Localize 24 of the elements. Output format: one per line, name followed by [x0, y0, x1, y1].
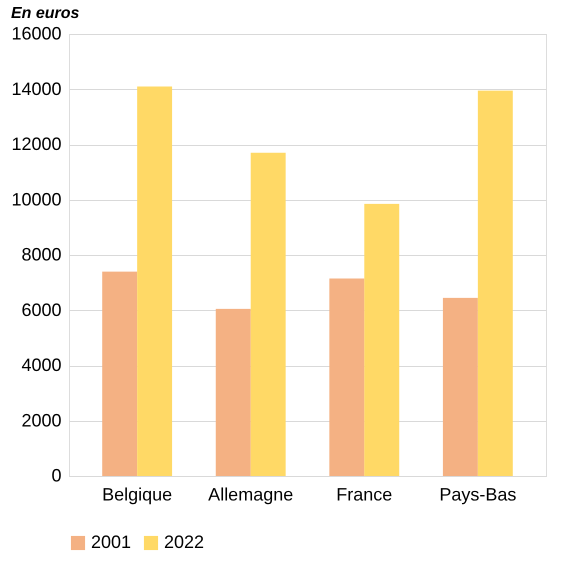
bar: [137, 86, 172, 476]
legend-label: 2022: [164, 532, 204, 552]
y-tick-label: 2000: [21, 410, 62, 430]
x-tick-label: Pays-Bas: [439, 484, 516, 504]
x-tick-label: France: [336, 484, 392, 504]
bar: [102, 272, 138, 476]
y-tick-label: 10000: [11, 189, 62, 210]
chart-title: En euros: [10, 5, 80, 22]
y-tick-label: 4000: [21, 355, 62, 375]
y-tick-label: 6000: [21, 300, 62, 320]
y-tick-label: 12000: [11, 134, 62, 154]
bar: [478, 90, 513, 476]
bar: [216, 308, 251, 476]
legend-label: 2001: [91, 532, 132, 552]
y-tick-label: 14000: [11, 78, 62, 99]
bar: [250, 152, 286, 476]
x-tick-label: Allemagne: [208, 484, 294, 504]
bar: [329, 278, 364, 476]
y-tick-label: 8000: [21, 244, 62, 264]
y-tick-label: 0: [51, 466, 62, 486]
y-tick-label: 16000: [11, 24, 62, 44]
x-tick-label: Belgique: [102, 484, 172, 504]
bar: [364, 204, 400, 476]
bar: [442, 298, 478, 476]
